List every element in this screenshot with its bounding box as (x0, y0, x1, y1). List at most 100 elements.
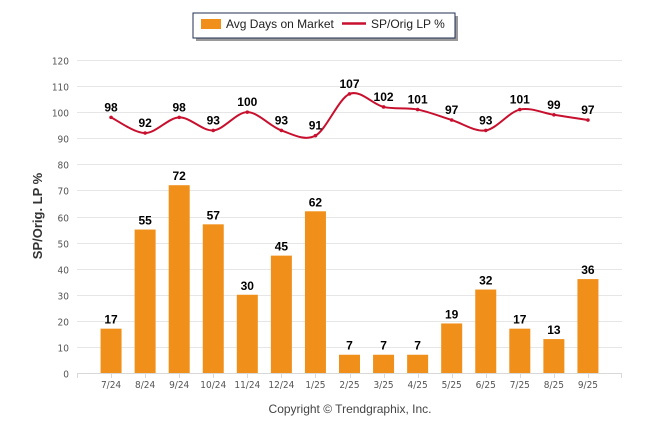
line-point (245, 110, 250, 114)
line-point (449, 118, 454, 122)
line-point (279, 128, 284, 133)
y-axis-title: SP/Orig. LP % (30, 172, 45, 259)
line-data-label: 102 (374, 90, 394, 104)
bar-data-label: 62 (309, 195, 323, 209)
line-point (483, 128, 488, 133)
bar-data-label: 7 (414, 339, 421, 353)
line-data-label: 107 (339, 77, 359, 91)
line-data-label: 93 (207, 113, 221, 127)
line-data-label: 92 (138, 116, 152, 130)
line-data-label: 101 (510, 93, 530, 107)
x-tick-label: 2/25 (339, 380, 359, 391)
line-data-label: 97 (445, 103, 459, 117)
x-tick-label: 1/25 (305, 380, 325, 391)
x-tick-label: 6/25 (476, 380, 496, 391)
x-tick-label: 4/25 (408, 380, 428, 391)
y-tick-label: 70 (58, 187, 70, 198)
x-tick-label: 9/25 (578, 380, 598, 391)
bar-data-label: 7 (380, 339, 387, 353)
line-data-label: 93 (275, 113, 289, 127)
legend-bar-label: Avg Days on Market (226, 17, 334, 31)
x-axis: 7/24 8/24 9/24 10/24 11/24 12/24 1/25 2/25 3/25 4… (77, 373, 622, 391)
gridlines (77, 60, 622, 348)
y-axis-ticks: 0 10 20 30 40 50 60 70 80 90 100 110 120 (52, 57, 69, 381)
y-tick-label: 90 (58, 135, 70, 146)
line-data-label: 99 (547, 98, 561, 112)
bar (304, 211, 326, 373)
line-point (211, 128, 216, 133)
line-point (415, 107, 420, 112)
bar (236, 294, 258, 373)
x-tick-label: 9/24 (169, 380, 189, 391)
x-tick-label: 8/24 (135, 380, 155, 391)
line-data-label: 97 (581, 103, 595, 117)
y-tick-label: 60 (58, 214, 70, 225)
y-tick-label: 100 (52, 109, 69, 120)
bar-data-label: 19 (445, 307, 459, 321)
line-data-label: 93 (479, 113, 493, 127)
bar-series (100, 185, 599, 373)
bar-data-label: 30 (241, 279, 255, 293)
y-tick-label: 80 (58, 161, 70, 172)
bar (168, 185, 190, 373)
line-series (109, 92, 590, 139)
bar (339, 354, 360, 373)
y-tick-label: 110 (52, 83, 69, 94)
line-point (109, 115, 113, 120)
bar (577, 279, 599, 373)
bar-data-label: 72 (173, 169, 187, 183)
copyright-text: Copyright © Trendgraphix, Inc. (269, 402, 432, 416)
bar (475, 289, 497, 373)
bar-data-label: 13 (547, 323, 561, 337)
line-point (177, 115, 181, 120)
line-data-label: 98 (104, 100, 118, 114)
x-tick-label: 11/24 (234, 380, 260, 391)
bar (100, 328, 122, 373)
line-point (518, 107, 522, 112)
y-tick-label: 20 (58, 318, 70, 329)
bar (134, 229, 156, 373)
bar (407, 354, 429, 373)
bar-data-label: 55 (138, 214, 152, 228)
x-tick-label: 7/24 (101, 380, 121, 391)
legend-item-bar[interactable]: Avg Days on Market (201, 17, 334, 31)
x-tick-label: 8/25 (544, 380, 564, 391)
x-tick-label: 5/25 (442, 380, 462, 391)
y-tick-label: 0 (63, 370, 69, 381)
legend: Avg Days on Market SP/Orig LP % (192, 12, 458, 41)
line-point (381, 105, 386, 109)
y-tick-label: 50 (58, 240, 70, 251)
bar-data-label: 57 (207, 208, 221, 222)
line-data-labels: 98 92 98 93 100 93 91 107 102 101 97 93 101 99 97 (104, 77, 595, 133)
x-tick-label: 10/24 (200, 380, 226, 391)
line-point (347, 92, 352, 96)
line-data-label: 91 (309, 119, 323, 133)
y-tick-label: 10 (58, 344, 70, 355)
x-tick-label: 7/25 (510, 380, 530, 391)
legend-item-line[interactable]: SP/Orig LP % (342, 17, 445, 31)
y-tick-label: 40 (58, 266, 70, 277)
line-point (586, 118, 590, 122)
line-data-label: 100 (237, 95, 257, 109)
line-point (552, 112, 556, 117)
bar (270, 255, 292, 373)
bar (543, 339, 565, 373)
y-tick-label: 120 (52, 57, 69, 68)
bar-data-label: 17 (513, 313, 527, 327)
y-tick-label: 30 (58, 292, 70, 303)
bar (509, 328, 531, 373)
bar (373, 354, 395, 373)
line-data-label: 101 (408, 93, 428, 107)
bar-data-label: 36 (581, 263, 595, 277)
bar-data-label: 17 (104, 313, 118, 327)
legend-box (192, 12, 456, 39)
line-data-label: 98 (173, 100, 187, 114)
legend-line-label: SP/Orig LP % (371, 17, 445, 31)
bar-data-label: 45 (275, 240, 289, 254)
line-point (313, 133, 318, 138)
x-tick-label: 3/25 (373, 380, 393, 391)
bar-data-label: 32 (479, 274, 493, 288)
legend-bar-swatch (201, 19, 221, 29)
bar-data-label: 7 (346, 339, 353, 353)
